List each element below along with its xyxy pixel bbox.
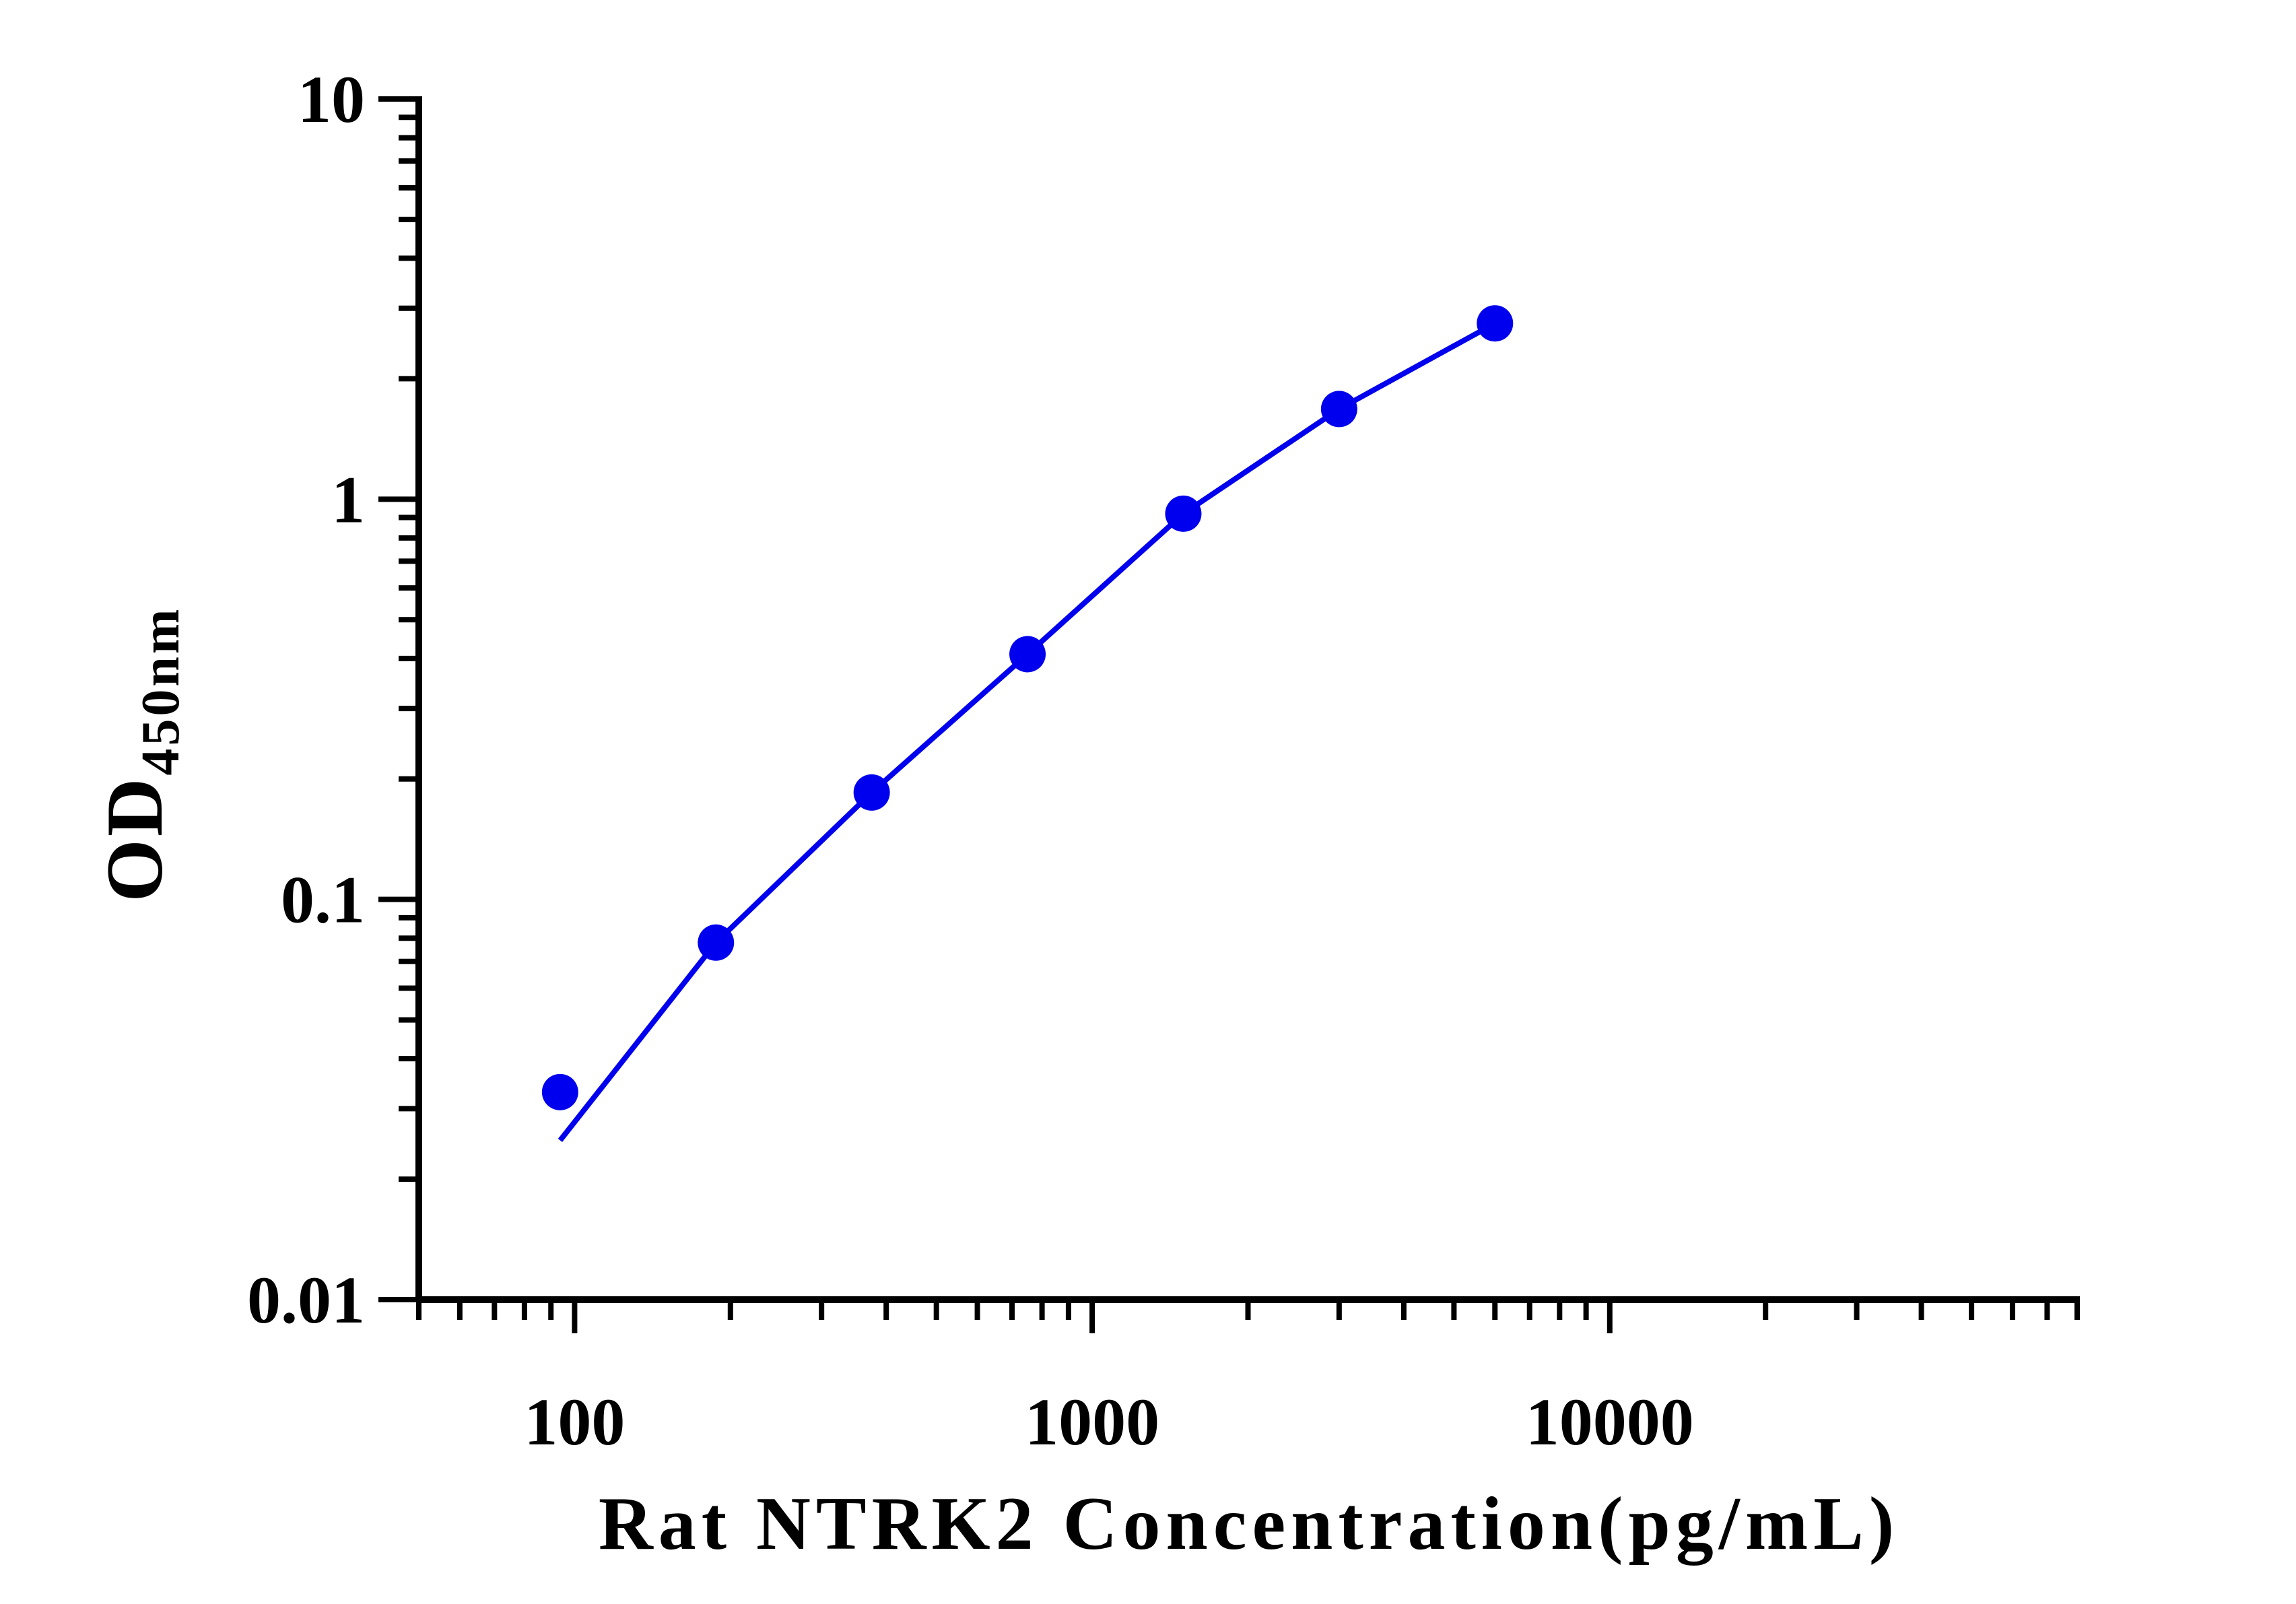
x-axis-title: Rat NTRK2 Concentration(pg/mL) [599,1482,1899,1566]
y-tick-label: 0.1 [281,863,365,937]
data-point [541,1073,578,1110]
x-tick-label: 10000 [1526,1384,1694,1459]
y-tick-label: 0.01 [247,1263,365,1337]
y-tick-label: 10 [298,62,365,137]
data-point [698,924,735,961]
data-point [1320,391,1357,428]
data-point [853,774,890,811]
y-tick-label: 1 [331,462,365,537]
data-point [1009,636,1046,673]
y-axis-tick-labels: 0.01 0.1 1 10 [247,62,365,1337]
y-axis-title-main: OD [90,776,179,902]
y-axis-title-subscript: 450nm [131,606,191,775]
fit-curve-line [558,321,1497,1142]
x-tick-label: 1000 [1025,1384,1159,1459]
data-point [1165,495,1202,532]
y-axis-title: OD450nm [90,606,191,902]
data-point [1477,305,1514,342]
y-axis-ticks [378,96,419,1302]
axes [415,96,2080,1303]
data-points [541,305,1514,1110]
x-axis-ticks [416,1300,2080,1333]
x-axis-tick-labels: 100 1000 10000 [524,1384,1693,1459]
x-tick-label: 100 [524,1384,625,1459]
